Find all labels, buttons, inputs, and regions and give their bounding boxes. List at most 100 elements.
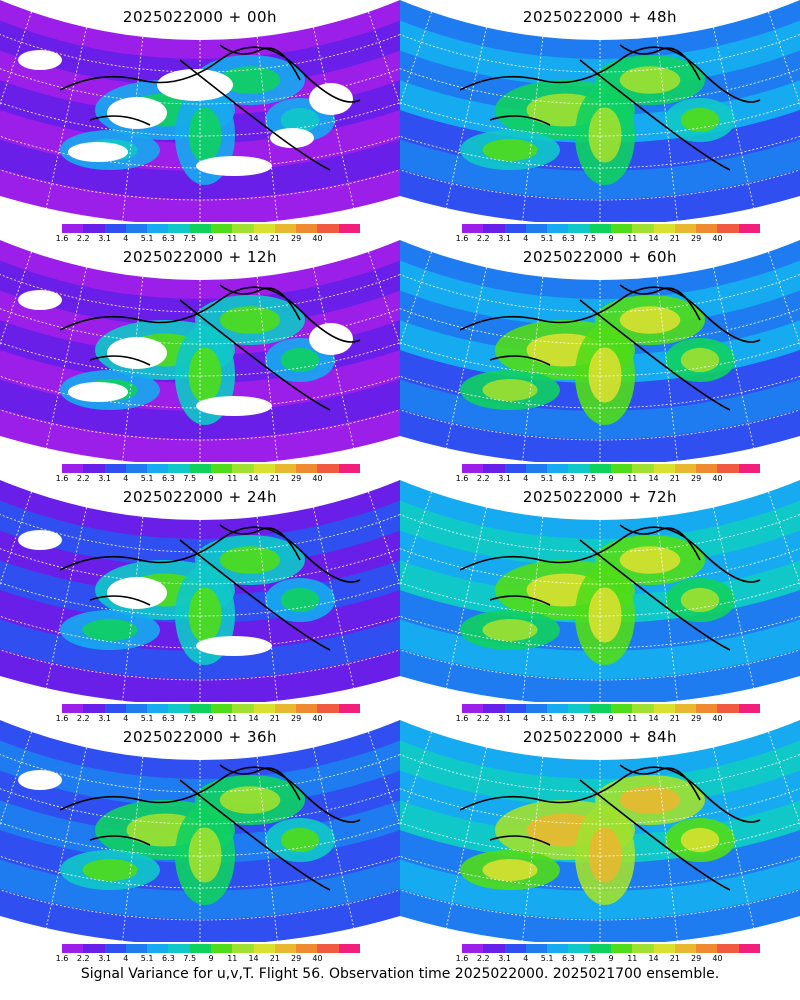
longitude-gridline xyxy=(0,731,32,908)
colorbar-swatch xyxy=(232,224,254,233)
latitude-gridline xyxy=(0,484,400,585)
colorbar-swatch xyxy=(338,704,360,713)
colorbar-swatch xyxy=(504,464,526,473)
colorbar-label: 3.1 xyxy=(98,234,111,243)
colorbar-swatch xyxy=(125,464,148,473)
colorbar-label: 9 xyxy=(608,474,614,483)
colorbar-swatch xyxy=(168,224,190,233)
variance-band xyxy=(0,771,400,919)
colorbar-label: 4 xyxy=(123,474,129,483)
latitude-gridline xyxy=(0,244,400,345)
variance-band xyxy=(0,240,400,300)
longitude-gridline xyxy=(522,36,544,221)
colorbar-label: 40 xyxy=(712,714,723,723)
colorbar-label: 6.3 xyxy=(162,474,175,483)
colorbar-swatch xyxy=(674,464,697,473)
colorbar-swatch xyxy=(296,704,318,713)
colorbar-label: 7.5 xyxy=(583,234,597,243)
variance-map xyxy=(400,480,800,702)
coastline xyxy=(219,284,301,321)
colorbar-label: 3.1 xyxy=(498,234,511,243)
colorbar-swatch xyxy=(189,704,211,713)
variance-blob-core xyxy=(588,347,622,403)
colorbar-label: 6.3 xyxy=(562,714,575,723)
colorbar-label: 2.2 xyxy=(76,714,90,723)
colorbar-label: 14 xyxy=(648,234,659,243)
colorbar-swatch xyxy=(568,464,590,473)
variance-band xyxy=(400,726,800,863)
longitude-gridline xyxy=(768,731,800,908)
variance-band xyxy=(400,480,800,540)
colorbar-label: 4 xyxy=(523,474,529,483)
variance-map xyxy=(0,720,400,942)
variance-band xyxy=(0,726,400,863)
variance-band xyxy=(0,720,400,835)
variance-band xyxy=(400,6,800,143)
latitude-gridline xyxy=(400,4,800,105)
variance-blob-core xyxy=(482,139,538,161)
variance-band xyxy=(0,480,400,595)
colorbar-label: 4 xyxy=(523,954,529,963)
longitude-gridline xyxy=(400,11,432,188)
colorbar-label: 21 xyxy=(269,714,280,723)
colorbar-label: 5.1 xyxy=(140,234,154,243)
colorbar-label: 9 xyxy=(608,234,614,243)
colorbar-swatch xyxy=(653,944,675,953)
colorbar-label: 11 xyxy=(627,954,638,963)
colorbar-swatch xyxy=(462,224,484,233)
colorbar-label: 2.2 xyxy=(76,954,90,963)
colorbar-swatch xyxy=(253,224,275,233)
variance-band xyxy=(400,509,800,652)
variance-band xyxy=(400,531,800,679)
colorbar xyxy=(62,224,360,233)
colorbar-swatch xyxy=(589,224,611,233)
colorbar-swatch xyxy=(525,704,548,713)
variance-blob-core xyxy=(219,306,281,334)
variance-blob-core xyxy=(680,107,720,133)
colorbar-labels: 1.6 2.2 3.1 4 5.1 6.3 7.5 9 11 14 21 29 40 xyxy=(50,234,372,244)
colorbar-label: 6.3 xyxy=(562,474,575,483)
colorbar-swatch xyxy=(717,224,739,233)
colorbar-label: 11 xyxy=(227,954,238,963)
colorbar-swatch xyxy=(296,224,318,233)
colorbar-label: 9 xyxy=(608,714,614,723)
panel-60h: 2025022000 + 60h 1.6 2.2 3.1 4 5.1 6.3 7.5 9 11 1… xyxy=(400,240,800,483)
colorbar-swatch xyxy=(610,704,633,713)
colorbar-swatch xyxy=(210,464,233,473)
colorbar-swatch xyxy=(717,944,739,953)
latitude-gridline xyxy=(0,4,400,105)
longitude-gridline xyxy=(122,516,144,701)
colorbar-label: 11 xyxy=(227,474,238,483)
colorbar-swatch xyxy=(189,944,211,953)
coastline xyxy=(89,595,151,606)
coastline xyxy=(579,59,731,171)
colorbar xyxy=(462,464,760,473)
colorbar-swatch xyxy=(147,704,169,713)
colorbar-label: 40 xyxy=(712,234,723,243)
longitude-gridline xyxy=(522,516,544,701)
colorbar-swatch xyxy=(462,944,484,953)
colorbar-label: 11 xyxy=(627,714,638,723)
figure-caption: Signal Variance for u,v,T. Flight 56. Ob… xyxy=(80,966,720,982)
longitude-gridline xyxy=(445,507,487,689)
colorbar-labels: 1.6 2.2 3.1 4 5.1 6.3 7.5 9 11 14 21 29 40 xyxy=(450,714,772,724)
colorbar-label: 40 xyxy=(712,954,723,963)
colorbar-swatch xyxy=(547,464,569,473)
coastline xyxy=(219,764,301,801)
colorbar-label: 21 xyxy=(269,954,280,963)
colorbar-label: 9 xyxy=(608,954,614,963)
longitude-gridline xyxy=(0,491,32,668)
longitude-gridline xyxy=(400,251,432,428)
colorbar-swatch xyxy=(674,944,697,953)
colorbar-swatch xyxy=(568,944,590,953)
longitude-gridline xyxy=(313,267,355,449)
latitude-gridline xyxy=(0,724,400,825)
colorbar-label: 4 xyxy=(123,954,129,963)
colorbar-swatch xyxy=(168,704,190,713)
longitude-gridline xyxy=(0,251,32,428)
colorbar-swatch xyxy=(317,464,339,473)
colorbar-label: 21 xyxy=(269,234,280,243)
panel-title: 2025022000 + 72h xyxy=(522,488,678,506)
coastline xyxy=(619,284,701,321)
coastline xyxy=(89,835,151,846)
